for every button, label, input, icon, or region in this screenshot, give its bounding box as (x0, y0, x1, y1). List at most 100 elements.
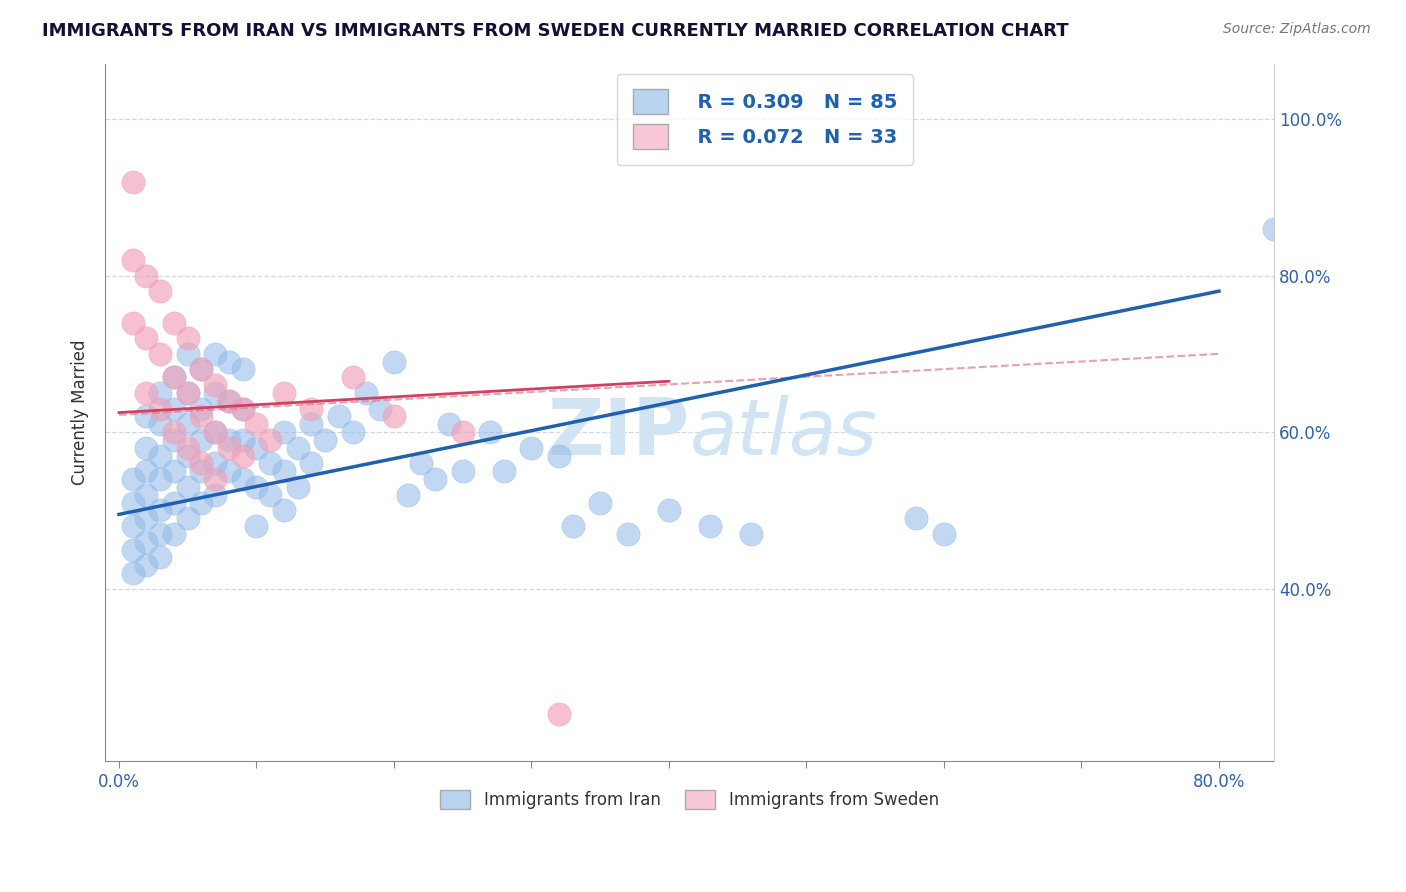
Point (149, 550, 172, 565)
Point (273, 464, 295, 478)
Point (163, 495, 186, 509)
Point (548, 449, 571, 463)
Point (245, 441, 267, 455)
Point (163, 316, 186, 330)
Point (177, 480, 200, 494)
Point (204, 425, 226, 439)
Point (245, 519, 267, 533)
Point (301, 401, 323, 416)
Point (177, 449, 200, 463)
Point (204, 488, 226, 502)
Point (232, 433, 254, 447)
Point (204, 472, 226, 486)
Point (149, 284, 172, 298)
Point (149, 472, 172, 486)
Text: Source: ZipAtlas.com: Source: ZipAtlas.com (1223, 22, 1371, 37)
Point (259, 433, 281, 447)
Point (163, 370, 186, 384)
Point (177, 511, 200, 525)
Point (177, 417, 200, 432)
Point (163, 464, 186, 478)
Point (492, 464, 515, 478)
Point (177, 386, 200, 401)
Point (190, 457, 212, 471)
Point (135, 331, 157, 345)
Point (149, 401, 172, 416)
Point (425, 472, 447, 486)
Point (658, 503, 681, 517)
Point (548, 707, 571, 722)
Point (328, 409, 350, 424)
Point (411, 457, 433, 471)
Point (149, 449, 172, 463)
Point (287, 480, 309, 494)
Point (190, 433, 212, 447)
Point (218, 464, 240, 478)
Point (163, 527, 186, 541)
Point (520, 441, 543, 455)
Point (121, 495, 143, 509)
Point (287, 441, 309, 455)
Point (149, 527, 172, 541)
Point (135, 441, 157, 455)
Y-axis label: Currently Married: Currently Married (72, 340, 89, 485)
Point (149, 417, 172, 432)
Point (356, 386, 378, 401)
Point (190, 362, 212, 376)
Point (314, 433, 336, 447)
Point (342, 370, 364, 384)
Point (479, 425, 502, 439)
Point (218, 393, 240, 408)
Point (273, 386, 295, 401)
Point (218, 354, 240, 368)
Point (204, 378, 226, 392)
Point (121, 252, 143, 267)
Point (218, 441, 240, 455)
Point (121, 472, 143, 486)
Point (232, 449, 254, 463)
Point (149, 347, 172, 361)
Point (368, 401, 391, 416)
Point (273, 503, 295, 517)
Point (232, 401, 254, 416)
Point (204, 386, 226, 401)
Point (190, 409, 212, 424)
Point (163, 433, 186, 447)
Point (177, 347, 200, 361)
Point (382, 409, 405, 424)
Point (190, 495, 212, 509)
Point (204, 425, 226, 439)
Text: ZIP: ZIP (547, 395, 689, 472)
Point (245, 480, 267, 494)
Point (932, 527, 955, 541)
Point (218, 393, 240, 408)
Legend: Immigrants from Iran, Immigrants from Sweden: Immigrants from Iran, Immigrants from Sw… (433, 783, 946, 815)
Point (121, 542, 143, 557)
Point (451, 425, 474, 439)
Point (301, 417, 323, 432)
Point (163, 425, 186, 439)
Point (149, 386, 172, 401)
Point (135, 488, 157, 502)
Point (218, 433, 240, 447)
Point (177, 331, 200, 345)
Point (204, 347, 226, 361)
Point (232, 401, 254, 416)
Point (259, 488, 281, 502)
Point (135, 534, 157, 549)
Point (232, 472, 254, 486)
Point (135, 464, 157, 478)
Point (589, 495, 612, 509)
Point (204, 457, 226, 471)
Point (259, 457, 281, 471)
Point (121, 519, 143, 533)
Point (121, 316, 143, 330)
Point (190, 362, 212, 376)
Point (245, 417, 267, 432)
Point (740, 527, 762, 541)
Point (699, 519, 721, 533)
Point (342, 425, 364, 439)
Point (149, 503, 172, 517)
Text: atlas: atlas (689, 395, 877, 472)
Point (396, 488, 419, 502)
